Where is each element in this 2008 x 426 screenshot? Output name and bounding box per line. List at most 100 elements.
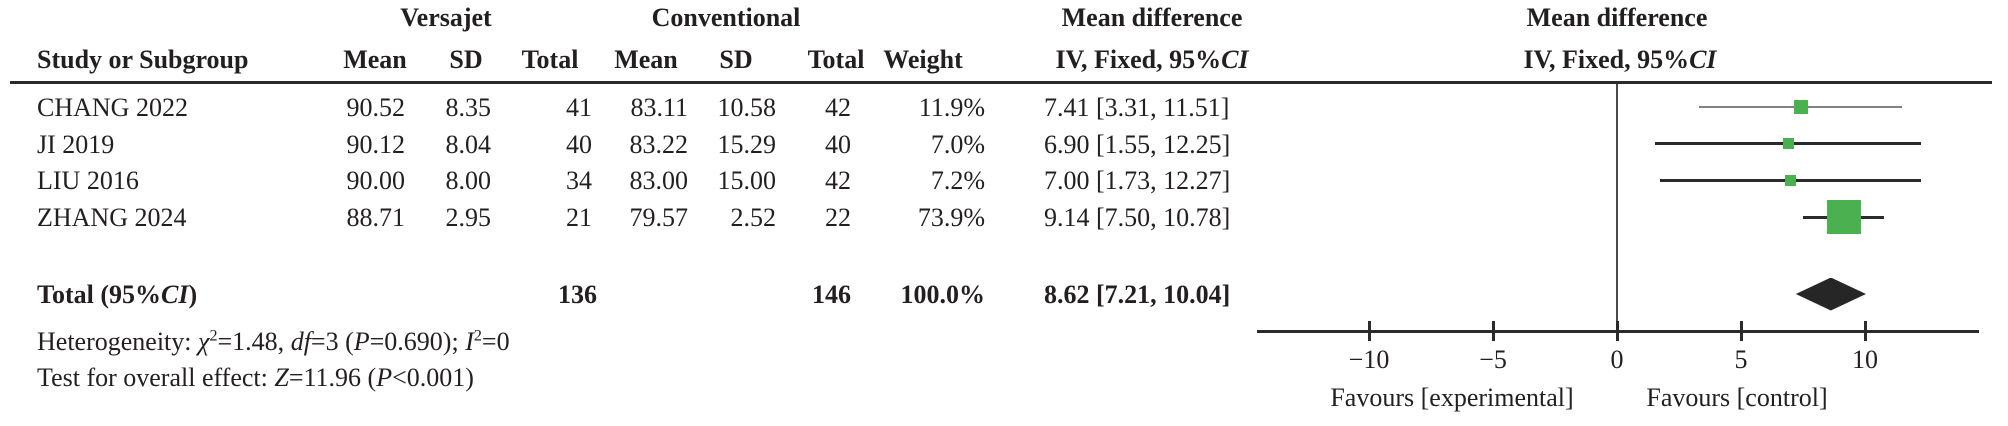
axis-tick-label: 5 xyxy=(1734,345,1748,374)
versajet-sd: 8.35 xyxy=(445,93,492,122)
axis-tick-label: 10 xyxy=(1852,345,1878,374)
conventional-sd: 2.52 xyxy=(730,203,777,232)
row-md-ci: 9.14 [7.50, 10.78] xyxy=(1044,203,1231,232)
text-segment: =3 ( xyxy=(310,327,354,356)
favours-control-label: Favours [control] xyxy=(1646,383,1828,412)
md-plot-title: Mean difference xyxy=(1526,3,1708,32)
col-header-total-conventional: Total xyxy=(807,45,865,74)
axis-tick-label: −10 xyxy=(1348,345,1390,374)
text-segment: P xyxy=(376,363,393,392)
col-header-weight: Weight xyxy=(883,45,963,74)
col-header-mean-versajet: Mean xyxy=(343,45,407,74)
row-weight: 73.9% xyxy=(917,203,985,232)
row-md-ci: 7.00 [1.73, 12.27] xyxy=(1044,166,1231,195)
axis-tick-label: 0 xyxy=(1610,345,1624,374)
versajet-sd: 8.00 xyxy=(445,166,492,195)
col-header-sd-versajet: SD xyxy=(449,45,483,74)
text-segment: ) xyxy=(188,280,198,309)
text-segment: CI xyxy=(1689,45,1717,74)
text-segment: =0 xyxy=(481,327,510,356)
versajet-total: 34 xyxy=(566,166,592,195)
overall-effect-stats: Test for overall effect: Z=11.96 (P<0.00… xyxy=(37,361,474,395)
study-point-square xyxy=(1782,138,1794,149)
text-segment: df xyxy=(290,327,311,356)
conventional-total: 42 xyxy=(825,166,851,195)
total-weight: 100.0% xyxy=(900,280,986,309)
col-header-total-versajet: Total xyxy=(521,45,579,74)
col-header-mean-conventional: Mean xyxy=(614,45,678,74)
total-diamond xyxy=(1795,277,1866,311)
header-divider-rule xyxy=(10,81,1992,84)
col-header-sd-conventional: SD xyxy=(719,45,753,74)
text-segment: =11.96 ( xyxy=(288,363,377,392)
text-segment: CI xyxy=(161,280,189,309)
versajet-mean: 88.71 xyxy=(346,203,406,232)
conventional-mean: 79.57 xyxy=(629,203,689,232)
conventional-mean: 83.22 xyxy=(629,130,689,159)
text-segment: Heterogeneity: xyxy=(37,327,198,356)
text-segment: CI xyxy=(1221,45,1249,74)
conventional-mean: 83.00 xyxy=(629,166,689,195)
group-header-versajet: Versajet xyxy=(400,3,492,32)
total-conventional-n: 146 xyxy=(812,280,851,309)
text-segment: P xyxy=(353,327,370,356)
text-segment: 2 xyxy=(473,327,482,345)
col-header-ci-left: IV, Fixed, 95%CI xyxy=(1055,44,1248,76)
text-segment: IV, Fixed, 95% xyxy=(1055,45,1222,74)
study-point-square xyxy=(1785,174,1797,186)
total-md-ci: 8.62 [7.21, 10.04] xyxy=(1044,280,1231,309)
axis-tick xyxy=(1739,321,1743,341)
row-md-ci: 6.90 [1.55, 12.25] xyxy=(1044,130,1231,159)
study-name: LIU 2016 xyxy=(37,166,139,195)
text-segment: χ xyxy=(198,327,210,356)
total-versajet-n: 136 xyxy=(558,280,597,309)
study-name: ZHANG 2024 xyxy=(37,203,187,232)
col-header-ci-right: IV, Fixed, 95%CI xyxy=(1523,44,1716,76)
md-column-title: Mean difference xyxy=(1061,3,1243,32)
favours-experimental-label: Favours [experimental] xyxy=(1330,383,1574,412)
versajet-mean: 90.12 xyxy=(346,130,406,159)
study-name: JI 2019 xyxy=(37,130,115,159)
text-segment: I xyxy=(465,327,474,356)
axis-tick-label: −5 xyxy=(1479,345,1507,374)
study-name: CHANG 2022 xyxy=(37,93,188,122)
row-weight: 7.0% xyxy=(930,130,985,159)
text-segment: =1.48, xyxy=(217,327,291,356)
text-segment: 2 xyxy=(209,327,218,345)
col-header-study: Study or Subgroup xyxy=(37,45,249,74)
axis-tick xyxy=(1491,321,1495,341)
row-weight: 11.9% xyxy=(918,93,985,122)
text-segment: Z xyxy=(274,363,289,392)
heterogeneity-stats: Heterogeneity: χ2=1.48, df=3 (P=0.690); … xyxy=(37,325,510,359)
conventional-total: 42 xyxy=(825,93,851,122)
row-md-ci: 7.41 [3.31, 11.51] xyxy=(1044,93,1230,122)
versajet-sd: 2.95 xyxy=(445,203,492,232)
conventional-sd: 15.00 xyxy=(717,166,777,195)
study-point-square xyxy=(1826,200,1861,234)
versajet-sd: 8.04 xyxy=(445,130,492,159)
conventional-sd: 15.29 xyxy=(717,130,777,159)
conventional-sd: 10.58 xyxy=(717,93,777,122)
text-segment: <0.001) xyxy=(392,363,474,392)
axis-tick xyxy=(1863,321,1867,341)
text-segment: IV, Fixed, 95% xyxy=(1523,45,1690,74)
versajet-total: 21 xyxy=(566,203,592,232)
text-segment: Total (95% xyxy=(37,280,161,309)
text-segment: =0.690); xyxy=(369,327,466,356)
study-point-square xyxy=(1793,100,1808,114)
text-segment: Test for overall effect: xyxy=(37,363,275,392)
versajet-total: 41 xyxy=(566,93,592,122)
zero-effect-line xyxy=(1616,84,1618,331)
row-weight: 7.2% xyxy=(930,166,985,195)
versajet-mean: 90.52 xyxy=(346,93,406,122)
axis-tick xyxy=(1367,321,1371,341)
total-label: Total (95%CI) xyxy=(37,278,197,312)
versajet-total: 40 xyxy=(566,130,592,159)
versajet-mean: 90.00 xyxy=(346,166,406,195)
conventional-total: 40 xyxy=(825,130,851,159)
conventional-total: 22 xyxy=(825,203,851,232)
conventional-mean: 83.11 xyxy=(630,93,688,122)
axis-tick xyxy=(1615,321,1619,341)
